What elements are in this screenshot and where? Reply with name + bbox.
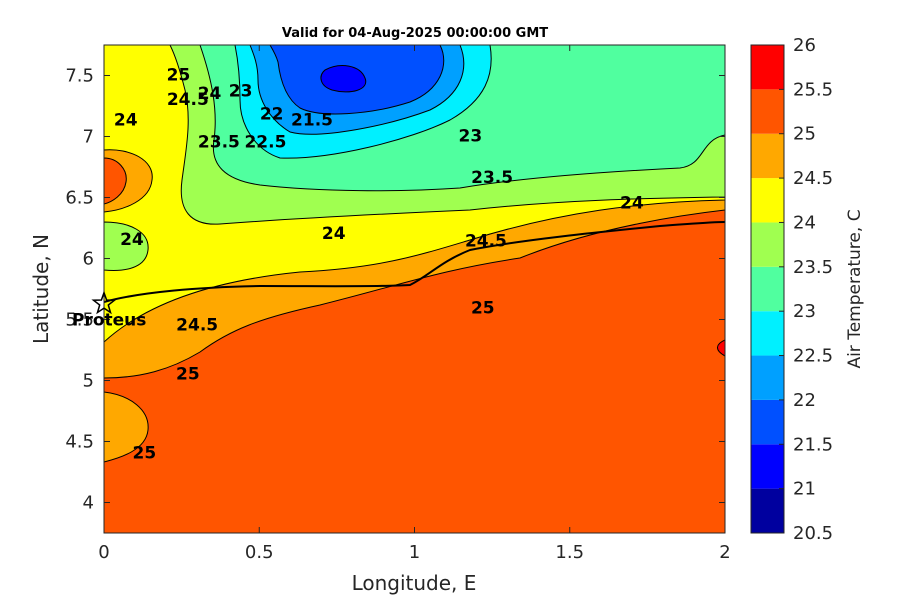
y-tick-label: 7 <box>83 127 94 148</box>
colorbar-segment <box>751 311 784 356</box>
x-axis-label: Longitude, E <box>352 571 477 595</box>
colorbar-tick-label: 23 <box>793 301 816 322</box>
y-tick-label: 7.5 <box>65 66 94 87</box>
contour-label: 25 <box>176 364 200 384</box>
y-tick-label: 4 <box>83 493 94 514</box>
station-star-icon <box>91 290 117 315</box>
y-axis-label: Latitude, N <box>29 234 53 344</box>
contour-label: 24 <box>114 111 138 131</box>
contour-label: 23 <box>229 81 253 101</box>
x-tick-label: 0 <box>98 542 109 563</box>
contour-label: 24 <box>322 224 346 244</box>
chart-title: Valid for 04-Aug-2025 00:00:00 GMT <box>282 26 548 41</box>
contour-label: 25 <box>471 299 495 319</box>
colorbar-tick-label: 22 <box>793 390 816 411</box>
colorbar-label: Air Temperature, C <box>845 209 865 368</box>
stations: Proteus <box>72 290 146 331</box>
temperature-field <box>104 45 725 533</box>
band-25-west-pocket <box>104 157 127 205</box>
colorbar-tick-label: 25.5 <box>793 79 833 100</box>
coastline <box>104 221 725 303</box>
band-21-21.5 <box>320 65 367 93</box>
contour-label: 23.5 <box>471 168 513 188</box>
y-tick-label: 6 <box>83 249 94 270</box>
y-tick-label: 6.5 <box>65 188 94 209</box>
y-tick-label: 4.5 <box>65 432 94 453</box>
y-axis-ticks: 4 4.5 5 5.5 6 6.5 7 7.5 <box>65 66 725 514</box>
contour-label: 22 <box>260 105 284 125</box>
contour-label: 24 <box>120 230 144 250</box>
contour-label: 24.5 <box>465 231 507 251</box>
colorbar-tick-label: 24.5 <box>793 168 833 189</box>
colorbar-tick-label: 25 <box>793 124 816 145</box>
x-tick-label: 2 <box>719 542 730 563</box>
colorbar-segment <box>751 89 784 134</box>
colorbar-tick-label: 21.5 <box>793 434 833 455</box>
x-tick-label: 1.5 <box>555 542 584 563</box>
colorbar-segment <box>751 45 784 90</box>
contour-label: 25 <box>167 66 191 86</box>
colorbar-segment <box>751 222 784 267</box>
y-tick-label: 5.5 <box>65 310 94 331</box>
colorbar-tick-label: 26 <box>793 35 816 56</box>
colorbar-frame <box>750 44 785 534</box>
colorbar-segment <box>751 399 784 445</box>
contour-label: 25 <box>133 444 157 464</box>
colorbar-segment <box>751 355 784 400</box>
colorbar-tick-label: 22.5 <box>793 346 833 367</box>
colorbar-segment <box>751 133 784 179</box>
contour-label: 24 <box>198 84 222 104</box>
colorbar-tick-label: 20.5 <box>793 523 833 544</box>
colorbar-segment <box>751 444 784 489</box>
contour-label: 22.5 <box>244 133 286 153</box>
colorbar-segment <box>751 266 784 312</box>
station-label: Proteus <box>72 311 146 331</box>
colorbar-segment <box>751 178 784 223</box>
contour-label: 23 <box>459 127 483 147</box>
band-24.5-25-south <box>104 391 149 463</box>
contour-label: 24.5 <box>176 316 218 336</box>
colorbar-tick-label: 23.5 <box>793 257 833 278</box>
contour-label: 24 <box>620 194 644 214</box>
colorbar-tick-label: 24 <box>793 212 816 233</box>
x-tick-label: 0.5 <box>245 542 274 563</box>
colorbar-tick-label: 21 <box>793 479 816 500</box>
contour-label: 24.5 <box>167 90 209 110</box>
x-axis-ticks: 0 0.5 1 1.5 2 <box>98 45 731 563</box>
colorbar: 20.5 21 21.5 22 22.5 23 23.5 24 24.5 25 25.5 26 <box>750 35 833 544</box>
band-23.5-24-west <box>104 221 149 271</box>
y-tick-label: 5 <box>83 371 94 392</box>
colorbar-segment <box>751 488 784 533</box>
contour-label: 21.5 <box>291 111 333 131</box>
x-tick-label: 1 <box>409 542 420 563</box>
contour-label: 23.5 <box>198 133 240 153</box>
